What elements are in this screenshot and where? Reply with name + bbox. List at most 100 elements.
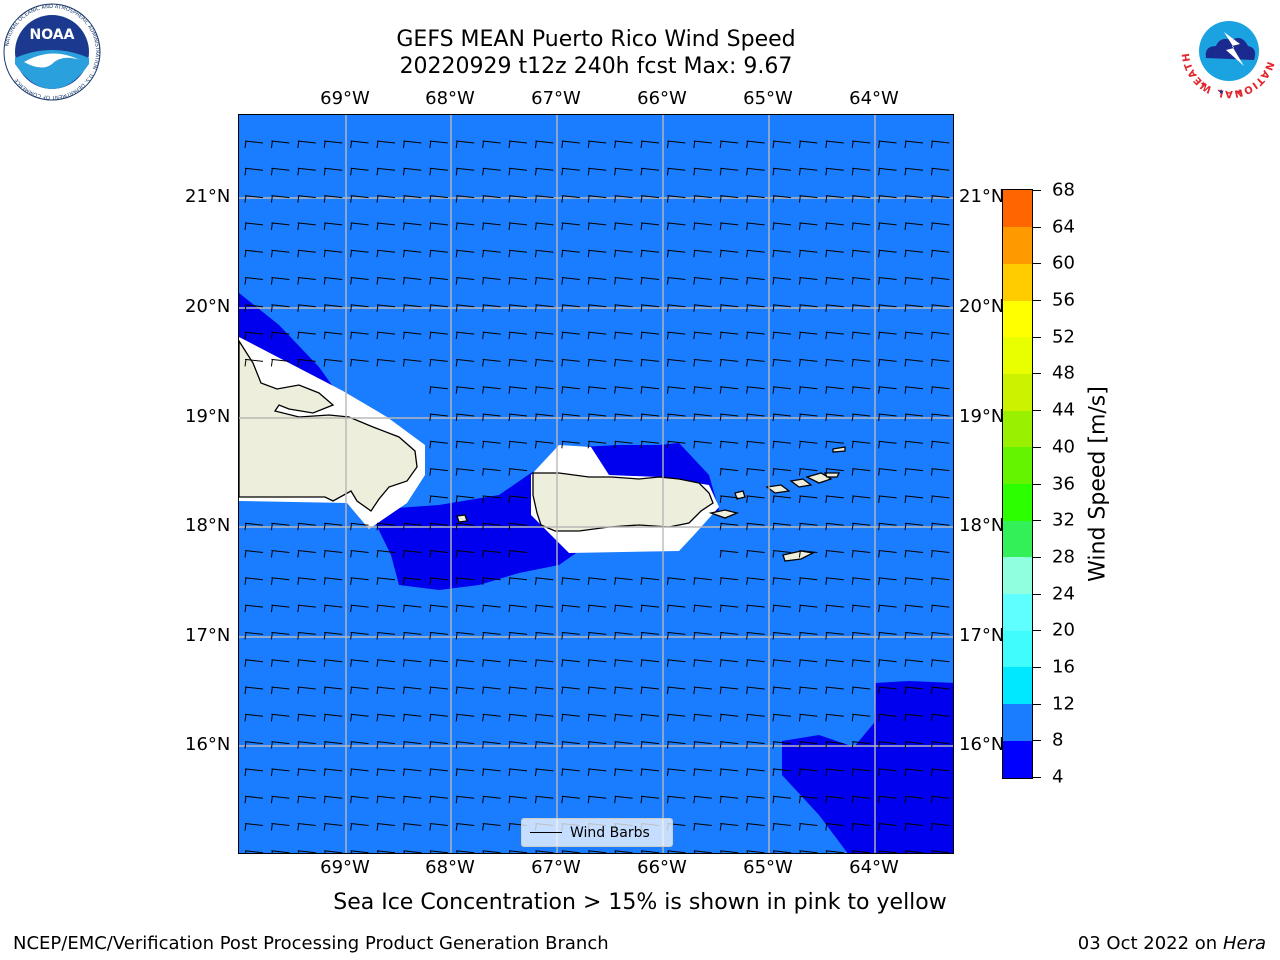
wind-barb — [350, 577, 369, 585]
wind-barb — [587, 440, 607, 449]
wind-barb — [666, 768, 686, 776]
wind-barb — [350, 140, 369, 149]
wind-barb — [350, 631, 369, 640]
wind-barb — [482, 331, 501, 340]
wind-barb — [666, 222, 686, 230]
wind-barb — [561, 631, 580, 640]
wind-barb — [719, 468, 739, 476]
wind-barb — [719, 741, 739, 749]
wind-barb — [640, 440, 660, 449]
wind-barb — [851, 277, 871, 285]
wind-barb — [640, 249, 660, 258]
wind-barb — [588, 850, 607, 853]
wind-barb — [402, 631, 422, 640]
wind-barb — [508, 631, 528, 640]
wind-barb — [904, 577, 924, 585]
wind-barb — [904, 631, 924, 640]
wind-barb — [798, 222, 818, 230]
wind-barb — [666, 413, 686, 422]
wind-barb — [455, 768, 475, 776]
wind-barb — [930, 686, 950, 695]
wind-barb — [798, 440, 818, 449]
wind-barb — [719, 823, 739, 831]
wind-barb — [455, 495, 475, 503]
wind-barb — [270, 249, 290, 258]
wind-barb — [798, 249, 818, 258]
wind-barb — [376, 277, 396, 285]
wind-barb — [798, 686, 818, 695]
wind-barb — [350, 195, 369, 203]
graticule — [239, 115, 953, 853]
wind-barb — [720, 850, 739, 853]
wind-barb — [666, 440, 686, 449]
wind-barb — [878, 631, 897, 640]
land-culebra — [734, 490, 746, 500]
wind-barb — [376, 331, 396, 340]
wind-barb — [666, 713, 686, 722]
wind-barb — [798, 631, 818, 640]
wind-barb — [693, 741, 712, 749]
wind-barb — [482, 823, 501, 831]
wind-barb — [825, 195, 844, 203]
land-st-john — [789, 478, 813, 488]
legend-label: Wind Barbs — [570, 824, 650, 841]
wind-barb — [666, 631, 686, 640]
wind-barb — [798, 358, 818, 367]
wind-barb — [930, 577, 950, 585]
wind-barb — [323, 195, 343, 203]
wind-barb — [508, 577, 528, 585]
colorbar-tick-label: 28 — [1052, 546, 1075, 568]
wind-barb — [614, 768, 633, 776]
wind-barb — [772, 550, 792, 558]
wind-barb — [640, 768, 660, 776]
wind-barb — [693, 823, 712, 831]
wind-barb — [930, 550, 950, 558]
wind-barb — [878, 522, 897, 531]
wind-barb — [323, 604, 343, 613]
wind-barb — [534, 686, 554, 695]
footer-date: 03 Oct 2022 on Hera — [1078, 933, 1266, 954]
wind-barb — [772, 823, 792, 831]
wind-barb — [614, 386, 633, 394]
wind-barb — [930, 140, 950, 149]
wind-barb — [693, 795, 712, 804]
wind-barb — [772, 741, 792, 749]
wind-barb — [376, 358, 396, 367]
wind-barb — [904, 550, 924, 558]
wind-barb — [271, 850, 290, 853]
wind-barb — [851, 522, 871, 531]
footer-date-text: 03 Oct 2022 on — [1077, 933, 1223, 954]
wind-barb — [878, 713, 897, 722]
land-mona — [456, 514, 468, 523]
wind-barb — [798, 413, 818, 422]
wind-barb — [614, 659, 633, 667]
wind-barb — [878, 167, 897, 176]
wind-barb — [429, 686, 448, 695]
wind-barb — [323, 577, 343, 585]
wind-barb — [402, 140, 422, 149]
wind-barb — [851, 331, 871, 340]
wind-barb — [534, 331, 554, 340]
wind-barb — [772, 850, 792, 853]
wind-barb — [402, 659, 422, 667]
wind-barb — [561, 577, 580, 585]
wind-barb — [508, 795, 528, 804]
wind-barb — [587, 713, 607, 722]
wind-barb — [798, 659, 818, 667]
wind-barb — [851, 468, 871, 476]
wind-barb — [693, 167, 712, 176]
wind-barb — [455, 386, 475, 394]
wind-barb — [429, 768, 448, 776]
wind-barb — [798, 140, 818, 149]
wind-barb — [825, 823, 844, 831]
wind-barb — [851, 659, 871, 667]
wind-barb — [904, 140, 924, 149]
lat-label-right: 21°N — [959, 186, 1005, 207]
wind-barb — [323, 167, 343, 176]
wind-barb — [851, 604, 871, 613]
wind-barb — [323, 249, 343, 258]
wind-barb — [429, 222, 448, 230]
lat-label-left: 21°N — [185, 186, 231, 207]
wind-barb — [270, 304, 290, 312]
land-saba — [832, 446, 846, 453]
